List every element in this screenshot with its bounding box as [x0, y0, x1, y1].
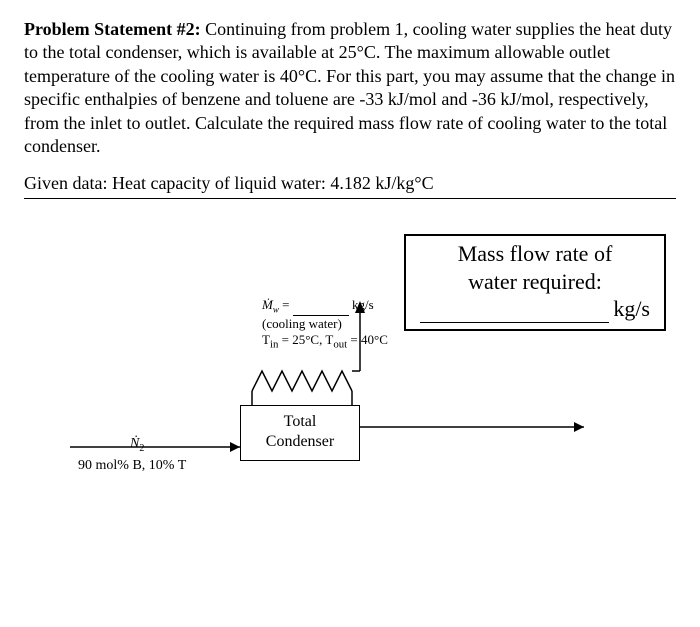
- problem-statement: Problem Statement #2: Continuing from pr…: [24, 18, 676, 158]
- condenser-line2: Condenser: [241, 432, 359, 452]
- condenser-line1: Total: [241, 412, 359, 432]
- problem-title: Problem Statement #2:: [24, 19, 201, 39]
- problem-body: Continuing from problem 1, cooling water…: [24, 19, 675, 156]
- cooling-temps: Tin = 25°C, Tout = 40°C: [262, 332, 388, 352]
- cooling-water-label: Ṁw = kg/s (cooling water) Tin = 25°C, To…: [262, 297, 388, 352]
- answer-line1: Mass flow rate of: [420, 240, 650, 268]
- mw-blank: [293, 304, 349, 316]
- given-data: Given data: Heat capacity of liquid wate…: [24, 172, 676, 198]
- cooling-desc: (cooling water): [262, 316, 388, 332]
- condenser-box: Total Condenser: [240, 405, 360, 461]
- mw-unit: kg/s: [352, 297, 374, 312]
- mw-symbol: Ṁw: [262, 297, 279, 312]
- diagram: Ṁw = kg/s (cooling water) Tin = 25°C, To…: [24, 279, 676, 559]
- stream-composition: 90 mol% B, 10% T: [78, 457, 186, 475]
- n2-label: Ṅ2: [130, 435, 144, 455]
